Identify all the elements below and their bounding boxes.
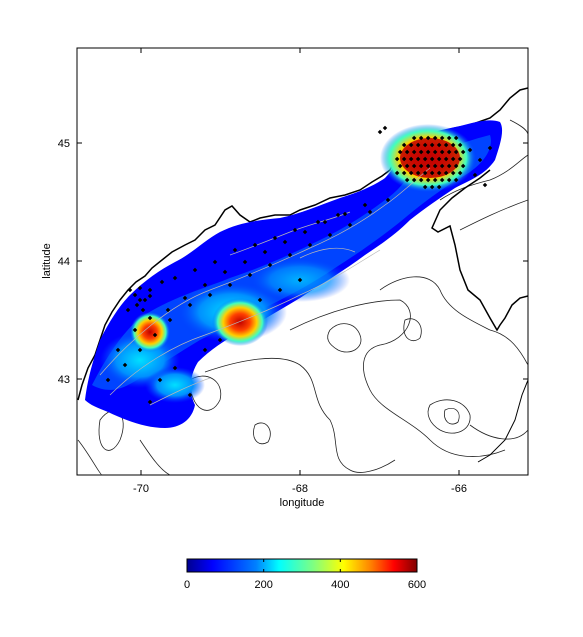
- station-marker: [147, 315, 153, 321]
- station-marker: [134, 302, 140, 308]
- station-marker: [187, 392, 193, 398]
- station-marker: [147, 293, 153, 299]
- station-marker: [217, 337, 223, 343]
- station-marker: [192, 267, 198, 273]
- station-marker: [125, 307, 131, 313]
- station-marker: [182, 295, 188, 301]
- station-marker: [227, 282, 233, 288]
- bathymetry-contours: [77, 119, 528, 475]
- station-marker: [242, 259, 248, 265]
- colorbar-tick-label: 0: [184, 579, 190, 591]
- station-marker: [277, 287, 283, 293]
- axis-ticks: [77, 48, 528, 475]
- colorbar-ticks: [263, 559, 341, 572]
- station-marker: [152, 332, 158, 338]
- station-marker: [142, 297, 148, 303]
- station-marker: [187, 302, 193, 308]
- station-marker: [167, 317, 173, 323]
- y-tick-label: 43: [58, 374, 70, 386]
- x-tick-label: -66: [451, 483, 467, 495]
- nova-scotia-coastline: [431, 169, 528, 332]
- station-marker: [297, 277, 303, 283]
- colorbar-tick-label: 200: [255, 579, 273, 591]
- y-tick-label: 44: [58, 256, 70, 268]
- x-tick-label: -68: [292, 483, 308, 495]
- station-marker: [267, 262, 273, 268]
- station-marker: [172, 365, 178, 371]
- station-marker: [137, 297, 143, 303]
- station-marker: [159, 279, 165, 285]
- x-tick-label: -70: [133, 483, 149, 495]
- station-marker: [137, 347, 143, 353]
- station-marker: [212, 259, 218, 265]
- station-marker: [202, 282, 208, 288]
- map-content: [77, 87, 528, 475]
- shallow-contours: [99, 167, 431, 406]
- station-marker: [157, 377, 163, 383]
- station-marker: [287, 252, 293, 258]
- station-marker: [147, 399, 153, 405]
- station-marker: [247, 272, 253, 278]
- station-marker: [137, 285, 143, 291]
- heat-core-northeast: [400, 138, 460, 178]
- station-marker: [165, 307, 171, 313]
- y-tick-label: 45: [58, 138, 70, 150]
- x-axis-title: longitude: [280, 497, 325, 509]
- station-marker: [257, 297, 263, 303]
- heat-peak-west: [130, 312, 170, 352]
- station-marker: [202, 347, 208, 353]
- heat-warm-southwest: [145, 367, 205, 403]
- shelf-edge-contour: [477, 379, 528, 463]
- station-marker: [207, 292, 213, 298]
- station-marker: [132, 327, 138, 333]
- heat-peak-central: [212, 298, 268, 346]
- station-marker: [140, 307, 146, 313]
- station-marker: [172, 275, 178, 281]
- station-marker: [222, 269, 228, 275]
- station-marker: [132, 292, 138, 298]
- station-marker: [147, 287, 153, 293]
- colorbar-tick-label: 600: [408, 579, 426, 591]
- colorbar-tick-label: 400: [331, 579, 349, 591]
- y-axis-title: latitude: [41, 243, 53, 278]
- station-marker: [127, 287, 133, 293]
- colorbar: [186, 558, 418, 573]
